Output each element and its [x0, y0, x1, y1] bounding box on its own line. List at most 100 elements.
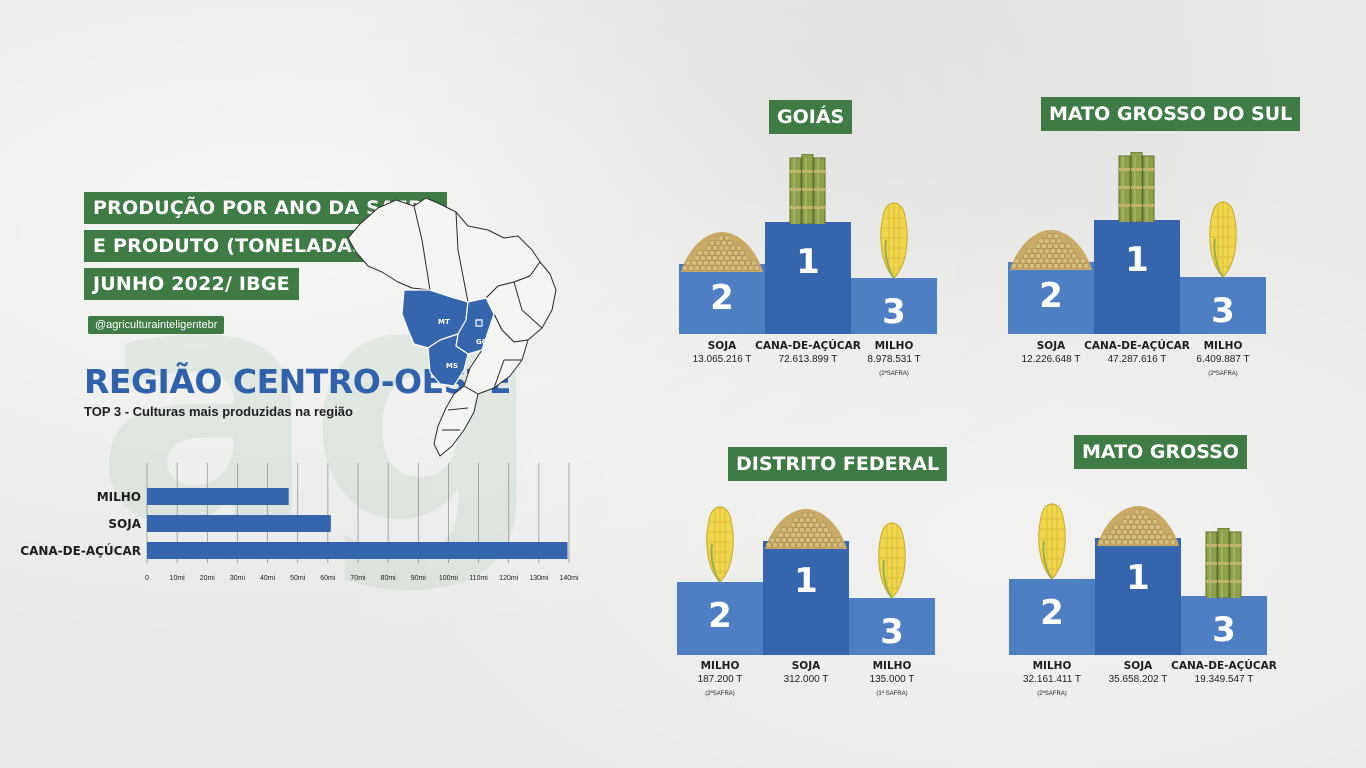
- state-title: DISTRITO FEDERAL: [728, 447, 948, 481]
- crop-value: 135.000 T: [869, 674, 915, 685]
- corn-icon: [874, 194, 914, 285]
- state-title: GOIÁS: [769, 100, 853, 134]
- state-title: MATO GROSSO: [1074, 435, 1247, 469]
- crop-name: CANA-DE-AÇÚCAR: [1084, 340, 1190, 352]
- podium-rank: 1: [1126, 558, 1150, 598]
- crop-value: 35.658.202 T: [1108, 674, 1168, 685]
- crop-name: SOJA: [1036, 340, 1066, 352]
- sugarcane-icon: [1113, 151, 1161, 227]
- crop-value: 19.349.547 T: [1194, 674, 1254, 685]
- chart-category-labels: MILHO SOJA CANA-DE-AÇÚCAR: [20, 490, 141, 558]
- crop-name: MILHO: [1203, 340, 1243, 352]
- crop-name: SOJA: [1123, 660, 1153, 672]
- bar-cana-de-açúcar: [147, 542, 568, 559]
- x-tick-label: 70mi: [350, 575, 366, 582]
- title-line-2: E PRODUTO (TONELADAS): [84, 230, 384, 262]
- sugarcane-icon: [784, 153, 832, 229]
- map-state-ms: [427, 333, 469, 387]
- podium-step-1: 1: [763, 541, 849, 655]
- crop-name: SOJA: [791, 660, 821, 672]
- x-tick-label: 100mi: [439, 575, 459, 582]
- map-label-mt: MT: [438, 318, 450, 326]
- crop-name: CANA-DE-AÇÚCAR: [755, 340, 861, 352]
- podium-rank: 2: [1040, 593, 1064, 633]
- bar-milho: [147, 488, 289, 505]
- podium-step-3: 3: [1180, 277, 1266, 334]
- soy-pile-icon: [679, 228, 765, 279]
- soy-pile-icon: [1095, 502, 1181, 553]
- chart-tick-labels: 0 10mi 20mi 30mi 40mi 50mi 60mi 70mi 80mi 90mi 100…: [145, 575, 579, 582]
- map-state-go: [455, 297, 495, 355]
- crop-value: 12.226.648 T: [1021, 354, 1081, 365]
- podium-step-2: 2: [1008, 262, 1094, 334]
- map-south-region: [433, 385, 479, 457]
- podium-rank: 1: [796, 242, 820, 282]
- x-tick-label: 10mi: [170, 575, 186, 582]
- brazil-map: MT GO MS: [347, 197, 557, 457]
- podium-step-3: 3: [1181, 596, 1267, 655]
- crop-value: 72.613.899 T: [778, 354, 838, 365]
- crop-value: 6.409.887 T: [1196, 354, 1250, 365]
- soy-pile-icon: [763, 505, 849, 556]
- x-tick-label: 50mi: [290, 575, 306, 582]
- podium-rank: 2: [710, 278, 734, 318]
- podium-rank: 2: [1039, 276, 1063, 316]
- crop-name: MILHO: [874, 340, 914, 352]
- podium-step-1: 1: [1094, 220, 1180, 334]
- crop-note: (1ª SAFRA): [876, 691, 908, 697]
- crop-name: CANA-DE-AÇÚCAR: [1171, 660, 1277, 672]
- crop-name: MILHO: [872, 660, 912, 672]
- x-tick-label: 110mi: [469, 575, 488, 582]
- bar-soja: [147, 515, 331, 532]
- chart-bars: [147, 488, 568, 559]
- crop-note: (2ªSAFRA): [1208, 371, 1238, 377]
- crop-value: 13.065.216 T: [692, 354, 752, 365]
- sugarcane-icon: [1200, 527, 1248, 603]
- x-tick-label: 130mi: [529, 575, 549, 582]
- corn-icon: [1032, 495, 1072, 586]
- crop-note: (2ªSAFRA): [1037, 691, 1067, 697]
- podium-rank: 3: [1211, 291, 1235, 331]
- title-line-3: JUNHO 2022/ IBGE: [84, 268, 299, 300]
- podium-step-1: 1: [1095, 538, 1181, 655]
- x-tick-label: 0: [145, 575, 149, 582]
- podium-step-3: 3: [851, 278, 937, 334]
- map-label-ms: MS: [446, 362, 458, 370]
- corn-icon: [700, 498, 740, 589]
- x-tick-label: 140mi: [559, 575, 579, 582]
- state-title: MATO GROSSO DO SUL: [1041, 97, 1301, 131]
- crop-value: 8.978.531 T: [867, 354, 921, 365]
- corn-icon: [1203, 193, 1243, 284]
- x-tick-label: 80mi: [381, 575, 397, 582]
- crop-value: 32.161.411 T: [1022, 674, 1081, 685]
- crop-note: (2ªSAFRA): [879, 371, 909, 377]
- crop-value: 47.287.616 T: [1107, 354, 1167, 365]
- category-label: SOJA: [108, 517, 141, 531]
- podium-rank: 3: [1212, 610, 1236, 650]
- crop-note: (2ªSAFRA): [705, 691, 735, 697]
- corn-icon: [872, 514, 912, 605]
- production-bar-chart: MILHO SOJA CANA-DE-AÇÚCAR 0 10mi 20mi 30mi 40m…: [20, 463, 579, 582]
- podium-rank: 1: [1125, 240, 1149, 280]
- x-tick-label: 40mi: [260, 575, 276, 582]
- podium-step-2: 2: [1009, 579, 1095, 655]
- x-tick-label: 60mi: [320, 575, 336, 582]
- map-state-df: [475, 319, 483, 327]
- x-tick-label: 120mi: [499, 575, 519, 582]
- podium-rank: 1: [794, 561, 818, 601]
- crop-name: SOJA: [707, 340, 737, 352]
- podium-step-1: 1: [765, 222, 851, 334]
- crop-value: 312.000 T: [783, 674, 829, 685]
- podium-rank: 2: [708, 596, 732, 636]
- x-tick-label: 20mi: [200, 575, 216, 582]
- social-handle[interactable]: @agriculturainteligentebr: [88, 316, 225, 334]
- crop-value: 187.200 T: [697, 674, 743, 685]
- podium-rank: 3: [880, 612, 904, 652]
- x-tick-label: 30mi: [230, 575, 246, 582]
- podium-step-3: 3: [849, 598, 935, 655]
- podium-step-2: 2: [677, 582, 763, 655]
- category-label: MILHO: [97, 490, 141, 504]
- crop-name: MILHO: [1032, 660, 1072, 672]
- podium-step-2: 2: [679, 264, 765, 334]
- x-tick-label: 90mi: [411, 575, 427, 582]
